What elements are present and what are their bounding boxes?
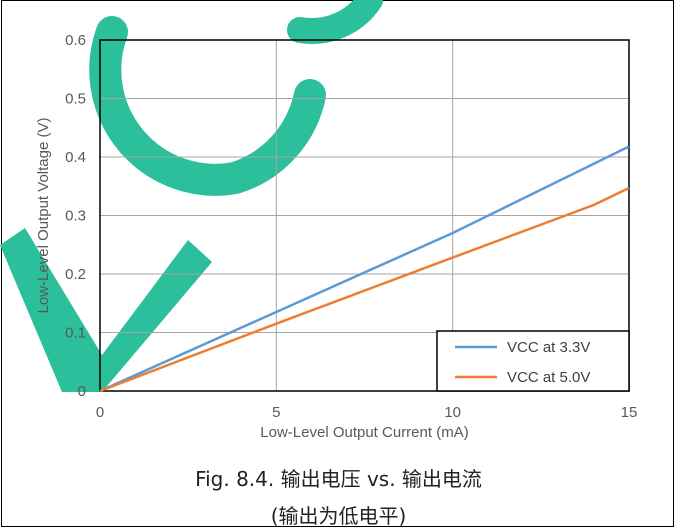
y-tick-label: 0.5 [65, 91, 86, 108]
y-axis-label: Low-Level Output Voltage (V) [35, 118, 52, 314]
plot-area-border [99, 39, 630, 392]
line-chart: 0 0.1 0.2 0.3 0.4 0.5 0.6 0 5 10 15 Low-Level Outp… [0, 0, 637, 441]
x-axis-label: Low-Level Output Current (mA) [260, 424, 468, 441]
tick-labels: 0 0.1 0.2 0.3 0.4 0.5 0.6 0 5 10 15 [65, 32, 637, 421]
watermark-arc [89, 16, 326, 196]
watermark-logo [0, 0, 383, 392]
legend-label-0: VCC at 3.3V [507, 339, 590, 356]
figure-subcaption: (输出为低电平) [270, 504, 407, 528]
x-tick-label: 10 [444, 404, 461, 421]
x-tick-label: 15 [621, 404, 638, 421]
y-tick-label: 0 [78, 383, 86, 400]
x-tick-label: 0 [96, 404, 104, 421]
y-tick-label: 0.4 [65, 149, 86, 166]
figure-caption: Fig. 8.4. 输出电压 vs. 输出电流 [195, 467, 482, 491]
y-tick-label: 0.3 [65, 208, 86, 225]
chart-legend: VCC at 3.3V VCC at 5.0V [436, 330, 630, 392]
series-layer [99, 145, 630, 393]
series-line-1 [99, 186, 630, 393]
watermark-arc-small [287, 0, 383, 44]
x-tick-label: 5 [272, 404, 280, 421]
series-line-0 [99, 145, 630, 393]
legend-box [436, 330, 630, 392]
y-tick-label: 0.6 [65, 32, 86, 49]
y-tick-label: 0.1 [65, 325, 86, 342]
legend-label-1: VCC at 5.0V [507, 369, 590, 386]
y-tick-label: 0.2 [65, 266, 86, 283]
watermark-v-shape [0, 228, 212, 392]
